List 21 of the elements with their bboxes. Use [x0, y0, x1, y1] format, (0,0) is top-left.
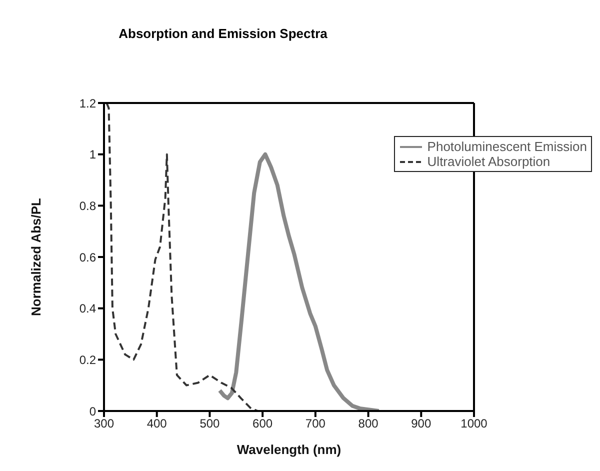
- x-tick-label: 300: [94, 416, 114, 431]
- x-tick-label: 800: [358, 416, 379, 431]
- x-tick-label: 900: [411, 416, 432, 431]
- y-axis-title: Normalized Abs/PL: [28, 198, 44, 316]
- y-tick-label: 0: [89, 404, 96, 418]
- x-tick-label: 400: [146, 416, 168, 431]
- x-tick-label: 600: [252, 416, 273, 431]
- x-tick-label: 1000: [460, 416, 488, 431]
- y-tick-label: 1.2: [79, 96, 96, 110]
- y-tick-label: 0.2: [79, 352, 96, 367]
- legend-label: Photoluminescent Emission: [427, 139, 587, 154]
- y-tick-label: 1: [89, 148, 96, 162]
- y-tick-label: 0.6: [79, 250, 96, 264]
- x-tick-label: 500: [200, 416, 220, 431]
- y-tick-label: 0.4: [79, 302, 96, 316]
- x-tick-label: 700: [305, 416, 326, 431]
- line-series: [218, 152, 381, 411]
- legend-label: Ultraviolet Absorption: [427, 154, 550, 169]
- y-tick-label: 0.8: [79, 198, 96, 213]
- chart-title: Absorption and Emission Spectra: [118, 26, 328, 41]
- x-axis-title: Wavelength (nm): [236, 442, 342, 458]
